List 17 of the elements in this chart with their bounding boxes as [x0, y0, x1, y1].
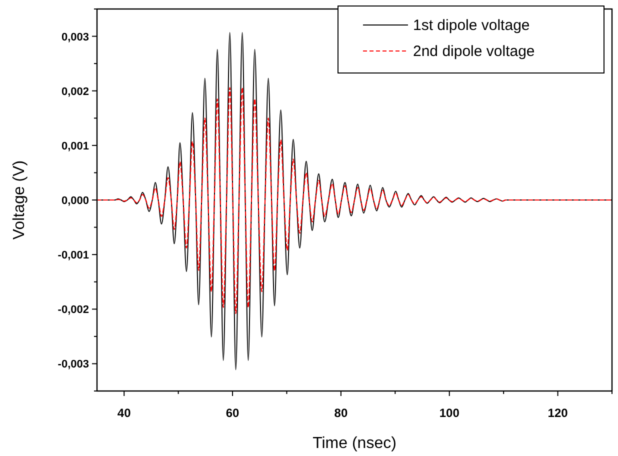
y-tick-label: 0,003 — [61, 31, 89, 44]
y-tick-label: 0,001 — [61, 140, 89, 152]
y-tick-label: -0,003 — [58, 358, 89, 371]
y-axis-title: Voltage (V) — [11, 160, 28, 240]
y-tick-label: 0,000 — [61, 195, 89, 207]
line-series — [97, 87, 612, 314]
y-tick-label: -0,001 — [58, 250, 89, 262]
y-tick-label: -0,002 — [58, 304, 89, 316]
x-tick-label: 60 — [226, 406, 240, 420]
x-tick-label: 120 — [548, 406, 568, 420]
x-axis-title: Time (nsec) — [312, 435, 396, 452]
legend-label: 2nd dipole voltage — [413, 43, 535, 60]
x-tick-label: 100 — [439, 406, 460, 420]
x-tick-label: 40 — [117, 406, 132, 420]
y-tick-label: 0,002 — [61, 86, 89, 98]
x-tick-label: 80 — [334, 406, 348, 420]
legend-label: 1st dipole voltage — [413, 17, 530, 34]
